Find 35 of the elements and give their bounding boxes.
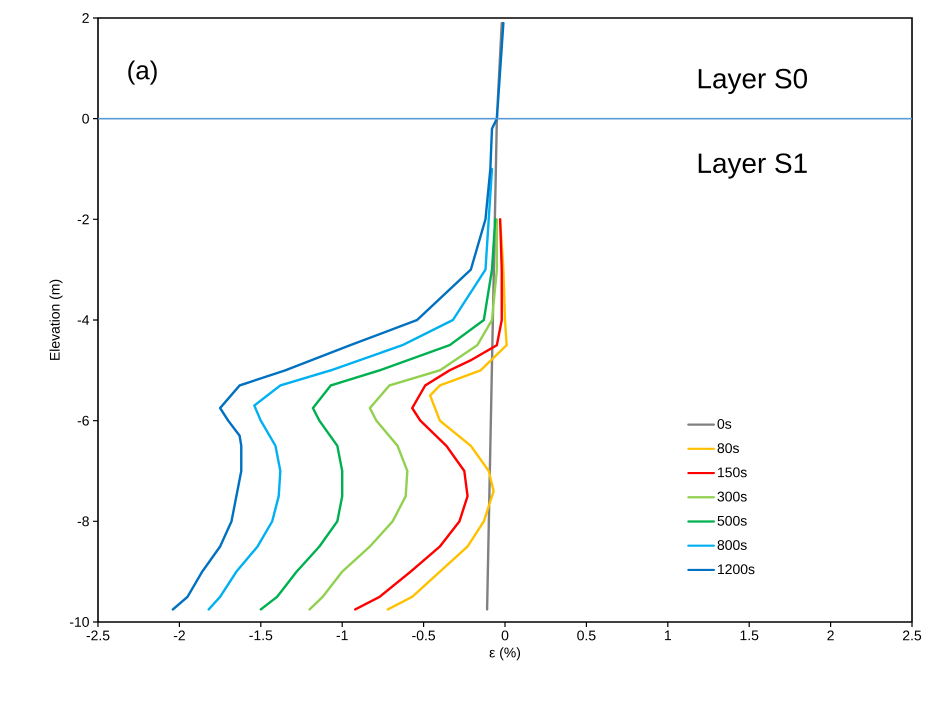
annotation: Layer S0 <box>698 68 808 94</box>
legend-label: 300s <box>718 492 747 502</box>
line-series <box>308 218 498 611</box>
y-tick-label: -6 <box>78 416 89 426</box>
y-tick-label: -2 <box>78 214 89 224</box>
legend-label: 800s <box>718 540 747 550</box>
line-series <box>260 218 496 611</box>
y-tick-label: -10 <box>70 617 89 627</box>
x-tick-label: -2.5 <box>86 630 110 640</box>
y-tick-label: -4 <box>78 315 90 325</box>
x-tick-label: 1.5 <box>740 630 758 640</box>
x-axis-title: ε (%) <box>490 647 520 660</box>
annotation: Layer S1 <box>698 153 807 179</box>
legend-label: 0s <box>718 418 732 429</box>
x-tick-label: -1.5 <box>249 630 272 640</box>
y-axis-title: Elevation (m) <box>49 280 62 360</box>
x-tick-label: -1 <box>336 630 348 640</box>
y-tick-label: 2 <box>82 13 89 23</box>
legend-label: 500s <box>718 516 747 526</box>
x-tick-label: 2.5 <box>903 630 922 640</box>
x-tick-label: -2 <box>174 630 185 640</box>
x-tick-label: 1 <box>664 630 672 640</box>
y-tick-label: -8 <box>78 516 89 526</box>
legend-label: 1200s <box>718 564 754 574</box>
x-tick-label: -0.5 <box>412 630 436 640</box>
legend-label: 150s <box>718 467 747 478</box>
x-tick-label: 2 <box>827 630 834 640</box>
annotation: (a) <box>128 60 157 85</box>
legend-label: 80s <box>718 443 739 454</box>
x-tick-label: 0.5 <box>577 630 596 640</box>
line-series <box>208 168 494 611</box>
x-tick-label: 0 <box>502 630 508 640</box>
line-series <box>354 218 503 611</box>
y-tick-label: 0 <box>82 114 89 124</box>
line-series <box>172 22 505 611</box>
